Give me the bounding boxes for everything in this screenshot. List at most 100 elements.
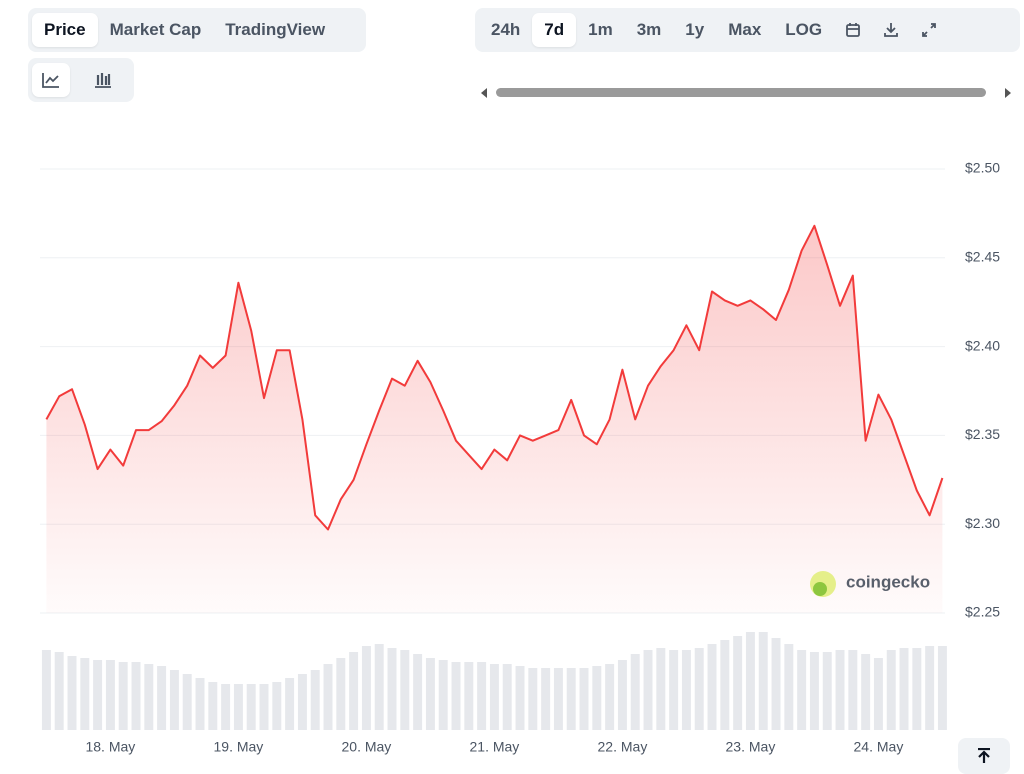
- volume-bar: [809, 652, 819, 730]
- volume-bar: [605, 664, 615, 730]
- volume-bar: [285, 678, 295, 730]
- x-tick-label: 18. May: [85, 739, 135, 755]
- volume-bar: [169, 670, 179, 730]
- watermark: coingecko: [810, 571, 930, 597]
- volume-bar: [528, 668, 538, 730]
- volume-bar: [873, 658, 883, 730]
- volume-bar: [425, 658, 435, 730]
- volume-bar: [745, 632, 755, 730]
- y-tick-label: $2.30: [965, 515, 1000, 531]
- volume-bar: [208, 682, 218, 730]
- volume-bar: [374, 644, 384, 730]
- volume-bar: [835, 650, 845, 730]
- scroll-thumb[interactable]: [496, 88, 986, 97]
- volume-bar: [848, 650, 858, 730]
- scrollbar[interactable]: [481, 88, 1011, 98]
- x-tick-label: 20. May: [342, 739, 392, 755]
- range-button[interactable]: LOG: [785, 20, 823, 39]
- volume-bar: [912, 648, 922, 730]
- scroll-left[interactable]: [481, 88, 487, 98]
- volume-bar: [477, 662, 487, 730]
- volume-bar: [93, 660, 103, 730]
- scroll-right[interactable]: [1005, 88, 1011, 98]
- fullscreen-button[interactable]: [910, 13, 948, 47]
- volume-bar: [41, 650, 51, 730]
- scroll-top-button[interactable]: [958, 738, 1010, 774]
- range-button[interactable]: 3m: [636, 20, 662, 39]
- volume-bar: [758, 632, 768, 730]
- volume-bar: [451, 662, 461, 730]
- chart-style: [28, 58, 134, 102]
- volume-bar: [387, 648, 397, 730]
- calendar-button[interactable]: [834, 13, 872, 47]
- price-area: [46, 225, 943, 614]
- volume-bar: [297, 674, 307, 730]
- volume-bar: [54, 652, 64, 730]
- volume-bar: [67, 656, 77, 730]
- volume-bar: [656, 648, 666, 730]
- view-tab[interactable]: Price: [32, 13, 98, 47]
- volume-bar: [553, 668, 563, 730]
- volume-bar: [515, 666, 525, 730]
- line-chart-button[interactable]: [32, 63, 70, 97]
- volume-bar: [310, 670, 320, 730]
- volume-bar: [438, 660, 448, 730]
- view-tab[interactable]: Market Cap: [109, 20, 202, 39]
- y-tick-label: $2.40: [965, 337, 1000, 353]
- volume-bar: [592, 666, 602, 730]
- range-bar: 24h 7d 1m 3m 1y Max LOG: [475, 8, 1020, 52]
- range-button[interactable]: 24h: [491, 20, 521, 39]
- range-button[interactable]: 1m: [588, 20, 613, 39]
- volume-bar: [400, 650, 410, 730]
- volume-bar: [681, 650, 691, 730]
- volume-bar: [413, 654, 423, 730]
- volume-bar: [669, 650, 679, 730]
- range-button[interactable]: Max: [728, 20, 762, 39]
- volume-bar: [489, 664, 499, 730]
- volume-bar: [541, 668, 551, 730]
- download-button[interactable]: [872, 13, 910, 47]
- volume-bar: [643, 650, 653, 730]
- range-button[interactable]: 7d: [532, 13, 577, 47]
- volume-bar: [259, 684, 269, 730]
- volume-bar: [861, 654, 871, 730]
- x-tick-label: 23. May: [726, 739, 776, 755]
- volume-bar: [566, 668, 576, 730]
- volume-bar: [246, 684, 256, 730]
- volume-bar: [323, 664, 333, 730]
- volume-bar: [182, 674, 192, 730]
- volume-bar: [797, 650, 807, 730]
- y-tick-label: $2.35: [965, 426, 1000, 442]
- volume-bar: [899, 648, 909, 730]
- y-tick-label: $2.50: [965, 160, 1000, 176]
- volume-bar: [336, 658, 346, 730]
- logo-inner: [813, 582, 827, 596]
- volume-bar: [937, 646, 947, 730]
- volume-bar: [464, 662, 474, 730]
- range-button[interactable]: 1y: [685, 20, 705, 39]
- volume-bar: [221, 684, 231, 730]
- candle-chart-button[interactable]: [84, 63, 122, 97]
- volume-bar: [233, 684, 243, 730]
- volume-bar: [579, 668, 589, 730]
- volume-bar: [131, 662, 141, 730]
- volume-bar: [822, 652, 832, 730]
- price-line: [45, 224, 944, 531]
- x-tick-label: 22. May: [598, 739, 648, 755]
- volume-bar: [105, 660, 115, 730]
- volume-bar: [502, 664, 512, 730]
- volume-bar: [157, 666, 167, 730]
- x-tick-label: 19. May: [214, 739, 264, 755]
- volume-bar: [784, 644, 794, 730]
- view-tabs: Price Market Cap TradingView: [28, 8, 366, 52]
- volume-bar: [617, 660, 627, 730]
- view-tab[interactable]: TradingView: [225, 20, 326, 39]
- volume-bar: [195, 678, 205, 730]
- x-tick-label: 24. May: [854, 739, 904, 755]
- volume-bar: [144, 664, 154, 730]
- volume-bar: [349, 652, 359, 730]
- volume-bar: [771, 638, 781, 730]
- volume-bar: [733, 636, 743, 730]
